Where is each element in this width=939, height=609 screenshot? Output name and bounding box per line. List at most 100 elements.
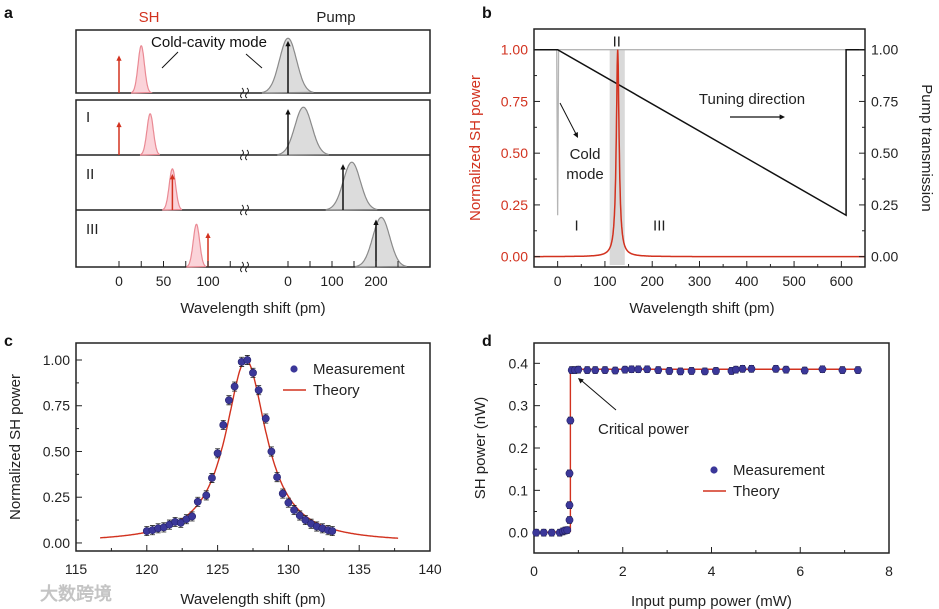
measurement-point [249,368,257,377]
pump-tick-label: 200 [364,273,388,289]
measurement-point [838,366,847,374]
sh-arrow-head [116,55,122,61]
measurement-point [254,386,263,395]
measurement-point [202,491,211,500]
pump-cavity-mode [325,161,378,211]
x-tick-label: 600 [830,273,854,289]
y-tick-label: 0.50 [43,443,70,459]
legend-measurement-marker [290,365,298,373]
x-tick-label: 135 [348,561,372,577]
measurement-point [654,366,663,374]
y-tick-label: 1.00 [43,352,70,368]
y-tick-label: 0.2 [509,440,529,456]
critical-power-pointer [581,380,617,411]
measurement-point [732,365,740,374]
measurement-point [634,365,643,374]
sh-tick-label: 50 [156,273,172,289]
pump-tick-label: 100 [320,273,344,289]
measurement-point [712,367,720,375]
x-axis-label: Wavelength shift (pm) [180,591,325,608]
measurement-point [700,367,709,376]
y-tick-label-right: 0.50 [871,145,898,161]
x-tick-label: 400 [735,273,759,289]
measurement-point [643,365,652,374]
measurement-point [213,449,222,458]
sh-arrow-head [116,121,122,128]
annotation-pointer [245,53,263,69]
sh-header: SH [139,9,160,26]
pump-transmission-line [534,48,865,217]
measurement-point [566,416,575,425]
cold-mode-label: mode [566,166,604,183]
critical-power-arrow-head [578,378,584,384]
x-tick-label: 0 [530,563,538,579]
measurement-point [583,366,592,374]
y-tick-label-left: 0.75 [501,93,528,109]
cold-mode-line [534,49,865,216]
panel-label-b: b [482,5,492,22]
cold-mode-arrow-head [573,132,578,138]
annotation-pointer [161,51,179,69]
x-tick-label: 500 [782,273,806,289]
measurement-point [176,518,185,527]
row-label: II [86,166,94,183]
x-tick-label: 140 [418,561,442,577]
legend-theory-label: Theory [313,382,360,399]
panel-c: 115 120 125 130 135 140 0.00 0.25 0.50 0.75 1.00 Me… [7,342,442,608]
measurement-point [208,474,216,482]
measurement-point [782,365,790,374]
y-tick-label-right: 0.25 [871,197,898,213]
cold-mode-label: Cold [570,146,601,163]
y-tick-label: 0.00 [43,535,70,551]
axis-break-icon [240,87,249,99]
axis-break-icon [240,204,249,216]
measurement-point [591,366,600,374]
y-tick-label-right: 0.00 [871,249,898,265]
measurement-point [243,356,252,364]
panel-d: 0 2 4 6 8 0.0 0.1 0.2 0.3 0.4 Measurement Theory Inp… [472,342,893,609]
measurement-point [261,414,270,423]
x-axis-label: Input pump power (mW) [631,593,792,609]
y-tick-label: 0.0 [509,525,529,541]
sh-cavity-mode [186,223,207,268]
y-tick-label-right: 0.75 [871,93,898,109]
measurement-point [601,366,609,374]
pump-header: Pump [316,9,355,26]
pump-arrow-head [285,40,291,47]
pump-arrow-head [340,164,346,170]
measurement-point [687,367,696,375]
tuning-direction-label: Tuning direction [699,91,805,108]
measurement-point [800,366,809,375]
y-axis-label-left: Normalized SH power [467,75,484,221]
measurement-point [230,382,239,391]
panel-b: 0 100 200 300 400 500 600 0.00 0.00 0.25 0.25 0.50 0… [467,28,935,317]
x-tick-label: 115 [65,561,88,577]
measurement-point [284,498,293,507]
y-tick-label: 0.3 [509,398,529,414]
measurement-point [328,527,337,535]
y-tick-label-left: 0.00 [501,249,528,265]
legend-measurement-marker [710,466,718,474]
y-axis-label-right: Pump transmission [918,84,935,212]
measurement-point [290,506,298,514]
sh-arrow-head [205,232,211,239]
sh-power-line [534,49,865,258]
measurement-point [219,421,228,429]
y-tick-label: 0.25 [43,489,70,505]
x-tick-label: 300 [688,273,712,289]
y-tick-label: 0.4 [509,355,529,371]
measurement-point [771,364,780,373]
x-tick-label: 130 [277,561,301,577]
y-axis-label: Normalized SH power [7,374,24,520]
measurement-point [301,516,310,524]
x-tick-label: 120 [135,561,159,577]
sh-tick-label: 100 [196,273,220,289]
sh-tick-label: 0 [115,273,123,289]
measurement-point [188,512,197,521]
subpanel-frame [75,99,431,268]
panel-label-c: c [4,333,13,350]
measurement-point [532,528,541,537]
y-axis-label: SH power (nW) [472,397,489,500]
panel-label-a: a [4,5,13,22]
row-label: III [86,221,99,238]
